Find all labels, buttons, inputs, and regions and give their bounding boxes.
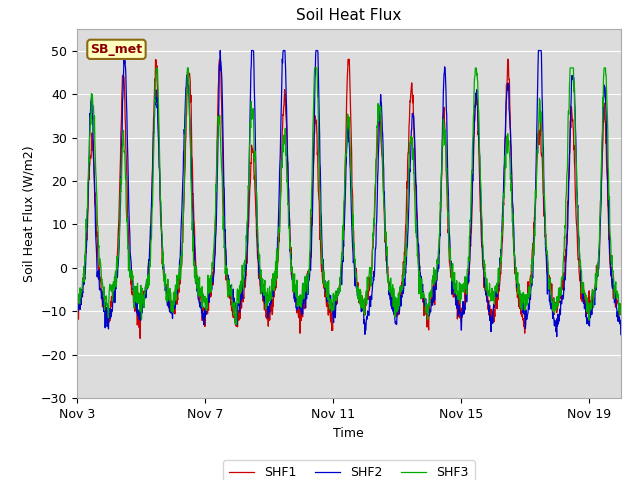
SHF1 <box>366 286 374 292</box>
SHF1 <box>163 282 170 288</box>
SHF3 <box>209 252 217 258</box>
Text: SB_met: SB_met <box>90 43 143 56</box>
SHF1 <box>209 282 217 288</box>
SHF3 <box>617 311 625 316</box>
SHF2 <box>163 288 170 294</box>
SHF1 <box>73 314 81 320</box>
SHF2 <box>617 332 625 337</box>
Line: SHF2: SHF2 <box>77 50 621 336</box>
SHF1 <box>498 252 506 257</box>
SHF3 <box>163 293 170 299</box>
SHF2 <box>88 97 95 103</box>
SHF1 <box>88 130 95 136</box>
SHF3 <box>88 94 95 99</box>
SHF3 <box>152 65 160 71</box>
Title: Soil Heat Flux: Soil Heat Flux <box>296 9 401 24</box>
X-axis label: Time: Time <box>333 427 364 440</box>
SHF2 <box>365 305 373 311</box>
SHF1 <box>194 289 202 295</box>
SHF3 <box>366 264 374 270</box>
SHF2 <box>73 311 81 316</box>
SHF2 <box>209 275 217 280</box>
Legend: SHF1, SHF2, SHF3: SHF1, SHF2, SHF3 <box>223 460 475 480</box>
Line: SHF1: SHF1 <box>77 59 621 338</box>
SHF1 <box>617 308 625 314</box>
SHF3 <box>194 283 202 288</box>
SHF3 <box>73 303 81 309</box>
SHF3 <box>498 229 506 235</box>
SHF2 <box>553 334 561 339</box>
SHF2 <box>497 250 505 256</box>
Line: SHF3: SHF3 <box>77 68 621 324</box>
SHF1 <box>136 336 144 341</box>
SHF2 <box>216 48 224 53</box>
Y-axis label: Soil Heat Flux (W/m2): Soil Heat Flux (W/m2) <box>22 145 35 282</box>
SHF3 <box>232 322 240 327</box>
SHF2 <box>194 286 202 292</box>
SHF1 <box>216 56 223 62</box>
